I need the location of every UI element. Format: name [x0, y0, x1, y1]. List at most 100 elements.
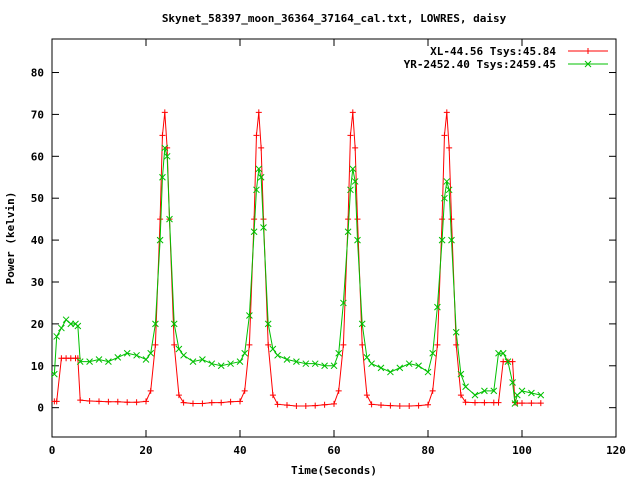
data-point — [175, 345, 183, 353]
data-point — [340, 299, 347, 307]
data-point — [284, 402, 290, 409]
y-tick-label: 60 — [31, 150, 44, 163]
data-point — [217, 362, 225, 370]
data-point — [387, 368, 394, 376]
data-point — [159, 132, 166, 139]
data-point — [58, 324, 65, 332]
data-point — [161, 109, 168, 116]
data-point — [349, 109, 356, 116]
data-point — [471, 391, 479, 399]
data-point — [354, 216, 361, 223]
data-point — [246, 341, 253, 348]
data-point — [377, 364, 385, 372]
series-1 — [51, 109, 544, 409]
data-point — [76, 358, 84, 365]
series-layer — [50, 109, 545, 409]
data-point — [387, 402, 394, 409]
data-point — [171, 341, 178, 348]
data-point — [302, 402, 309, 409]
data-point — [441, 132, 448, 139]
data-point — [190, 400, 196, 407]
x-tick-label: 20 — [139, 444, 152, 457]
x-tick-label: 0 — [49, 444, 56, 457]
data-point — [163, 152, 171, 160]
data-point — [438, 236, 446, 244]
y-tick-label: 80 — [31, 67, 44, 80]
data-point — [368, 401, 375, 408]
data-point — [170, 320, 178, 328]
x-axis-label: Time(Seconds) — [291, 464, 377, 477]
data-point — [434, 341, 441, 348]
data-point — [189, 358, 197, 365]
data-point — [359, 341, 366, 348]
data-point — [511, 400, 519, 407]
data-point — [260, 224, 267, 231]
data-point — [321, 401, 328, 408]
data-point — [585, 48, 591, 54]
data-point — [227, 360, 234, 368]
data-point — [347, 132, 354, 139]
data-point — [335, 387, 342, 394]
data-point — [147, 349, 155, 357]
data-point — [283, 356, 291, 363]
data-point — [255, 165, 263, 173]
data-point — [396, 364, 404, 372]
data-point — [175, 392, 182, 399]
data-point — [429, 387, 436, 394]
data-point — [584, 60, 592, 68]
data-point — [344, 228, 352, 236]
data-point — [293, 402, 300, 409]
data-point — [274, 351, 281, 359]
y-tick-label: 40 — [31, 234, 44, 247]
data-point — [147, 387, 154, 394]
x-tick-label: 100 — [512, 444, 532, 457]
y-tick-label: 70 — [31, 108, 44, 121]
data-point — [133, 399, 140, 406]
data-point — [114, 398, 121, 405]
data-point — [236, 358, 244, 365]
y-tick-label: 10 — [31, 360, 44, 373]
data-point — [274, 401, 281, 408]
data-point — [495, 399, 502, 406]
data-point — [265, 341, 272, 348]
data-point — [457, 370, 465, 378]
x-tick-label: 120 — [606, 444, 626, 457]
data-point — [509, 379, 516, 386]
data-point — [528, 389, 535, 397]
data-point — [378, 402, 384, 409]
data-point — [161, 144, 169, 152]
data-point — [311, 360, 319, 368]
data-point — [77, 397, 84, 404]
data-point — [302, 360, 310, 368]
data-point — [199, 356, 206, 363]
data-point — [499, 349, 507, 357]
data-point — [429, 349, 437, 357]
data-point — [241, 349, 249, 357]
data-point — [405, 360, 413, 368]
data-point — [123, 349, 131, 357]
data-point — [446, 144, 453, 151]
data-point — [86, 358, 93, 365]
data-point — [445, 186, 453, 194]
data-point — [443, 178, 451, 185]
data-point — [345, 216, 352, 223]
data-point — [53, 333, 61, 340]
y-axis-label: Power (kelvin) — [4, 192, 17, 285]
data-point — [105, 398, 112, 405]
data-point — [218, 399, 225, 406]
data-point — [358, 320, 366, 328]
plot-frame — [51, 38, 617, 438]
data-point — [443, 109, 450, 116]
data-point — [441, 194, 448, 202]
data-point — [472, 399, 478, 406]
data-point — [264, 320, 272, 328]
data-point — [86, 397, 93, 404]
data-point — [156, 236, 164, 244]
chart-title: Skynet_58397_moon_36364_37164_cal.txt, L… — [162, 12, 507, 25]
data-point — [415, 402, 422, 409]
data-point — [241, 387, 248, 394]
data-point — [519, 400, 525, 407]
x-tick-label: 60 — [327, 444, 340, 457]
data-point — [434, 303, 441, 311]
